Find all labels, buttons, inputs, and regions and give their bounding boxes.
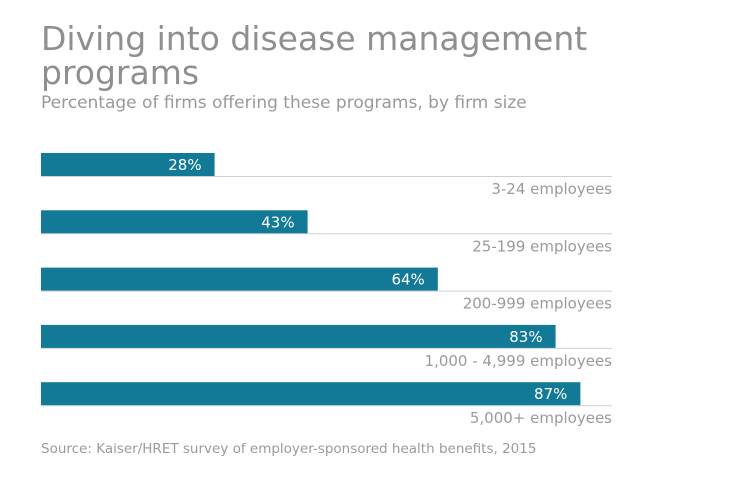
- bar-value-label: 64%: [391, 271, 424, 289]
- source-note: Source: Kaiser/HRET survey of employer-s…: [41, 441, 537, 457]
- category-label: 5,000+ employees: [470, 409, 612, 427]
- bar: [41, 210, 308, 234]
- bar-value-label: 28%: [168, 156, 201, 174]
- bar-value-label: 43%: [261, 213, 294, 231]
- category-label: 1,000 - 4,999 employees: [425, 352, 613, 370]
- bar-value-label: 87%: [534, 385, 567, 403]
- bar: [41, 382, 581, 406]
- category-label: 200-999 employees: [463, 295, 612, 313]
- bar: [41, 267, 438, 291]
- bar-value-label: 83%: [509, 328, 542, 346]
- bar: [41, 153, 215, 176]
- chart-title: Diving into disease management programs: [41, 19, 588, 92]
- bar: [41, 324, 556, 348]
- chart-subtitle: Percentage of firms offering these progr…: [41, 93, 527, 113]
- category-label: 3-24 employees: [491, 180, 612, 198]
- category-label: 25-199 employees: [472, 237, 612, 255]
